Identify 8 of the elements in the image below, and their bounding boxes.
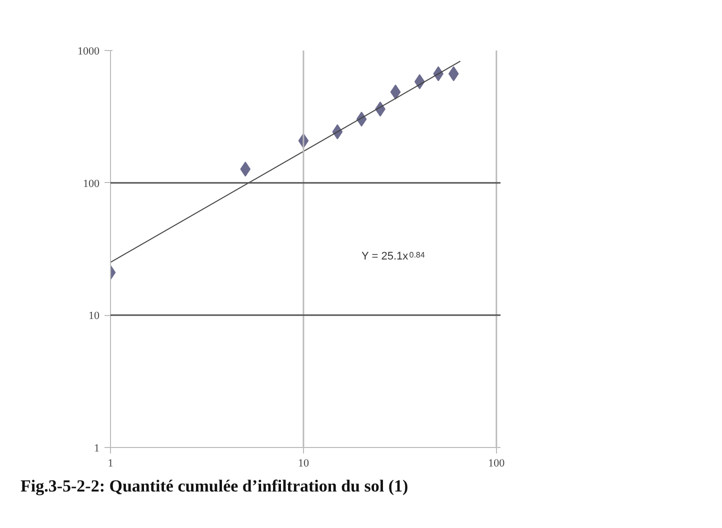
y-tick-label: 1000 [78,46,100,58]
y-tick-label: 1 [94,442,100,454]
x-tick-label: 100 [488,458,506,470]
y-tick-label: 10 [88,310,100,322]
y-tick-label: 100 [83,178,100,190]
x-tick-label: 10 [298,458,310,470]
x-tick-label: 1 [108,458,114,470]
text: Fig.3-5-2-2: Quantité cumulée d’infiltration du sol (1) [20,476,408,496]
